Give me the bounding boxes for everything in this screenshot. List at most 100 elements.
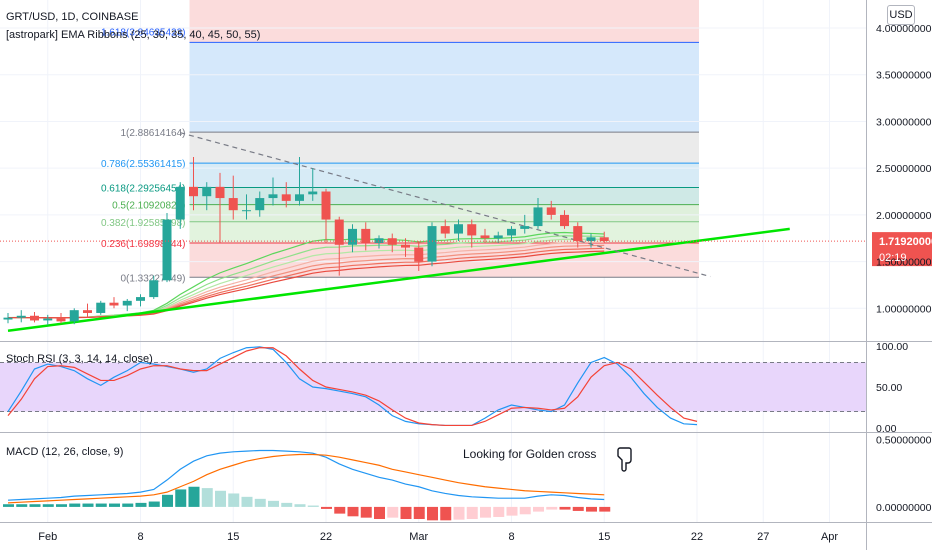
downtrend-dashed-line: [180, 132, 711, 278]
candle-body: [122, 300, 132, 306]
macd-histogram-bar: [307, 505, 319, 507]
current-price-tag: 1.71920000 02:19: [872, 233, 932, 267]
stoch-axis-label: 0.00: [876, 423, 897, 435]
macd-histogram-bar: [506, 506, 518, 516]
fib-level-label: 0.236(1.69898744): [101, 239, 186, 250]
fib-level-label: 0.382(1.92585198): [101, 218, 186, 229]
macd-histogram-bar: [254, 498, 266, 507]
time-axis-label: 15: [227, 531, 239, 543]
macd-histogram-bar: [519, 506, 531, 515]
candle-body: [573, 226, 583, 242]
fib-zone: [189, 204, 699, 222]
current-price-box: [872, 232, 932, 267]
candle-body: [533, 207, 543, 227]
macd-histogram-bar: [241, 496, 253, 507]
candle-body: [56, 318, 66, 322]
candle-body: [507, 228, 516, 236]
macd-histogram-bar: [148, 501, 160, 507]
macd-histogram-bar: [69, 503, 81, 507]
macd-histogram-bar: [453, 506, 465, 520]
candle-body: [255, 198, 265, 211]
candle-body: [334, 219, 344, 245]
macd-histogram-bar: [82, 503, 94, 507]
time-axis-label: 27: [757, 531, 769, 543]
time-axis-label: 22: [320, 531, 332, 543]
macd-histogram-bar: [56, 504, 67, 507]
stoch-rsi-legend[interactable]: Stoch RSI (3, 3, 14, 14, close): [6, 353, 153, 365]
fib-level-label: 0.786(2.55361415): [101, 159, 186, 170]
macd-histogram-bar: [347, 506, 359, 517]
time-axis-label: Apr: [821, 531, 838, 543]
fib-level-label: 1(2.88614164): [120, 128, 185, 139]
candle-body: [308, 191, 318, 195]
macd-histogram-bar: [599, 506, 611, 512]
macd-histogram-bar: [135, 502, 147, 507]
candle-body: [374, 238, 384, 243]
candle-body: [149, 280, 159, 298]
currency-badge[interactable]: USD: [887, 5, 915, 25]
macd-histogram-bar: [268, 500, 279, 507]
stoch-d-line: [7, 347, 698, 427]
macd-legend[interactable]: MACD (12, 26, close, 9): [6, 446, 124, 458]
macd-histogram-bar: [215, 490, 226, 507]
fib-zone: [189, 163, 699, 188]
candle-body: [599, 237, 609, 242]
price-axis-label: 3.00000000: [876, 116, 932, 128]
macd-histogram-bar: [3, 504, 14, 507]
current-price-value: 1.71920000: [879, 236, 932, 248]
candle-body: [83, 310, 92, 313]
time-axis-label: Feb: [38, 531, 57, 543]
candle-body: [162, 219, 172, 281]
macd-axis-label: 0.00000000: [876, 502, 932, 514]
macd-histogram-bar: [201, 488, 213, 507]
candle-body: [387, 238, 397, 245]
macd-macd-line: [7, 449, 605, 501]
stoch-k-line: [7, 346, 698, 427]
candle-body: [175, 186, 185, 220]
macd-histogram-bar: [586, 506, 597, 512]
ema-ribbons-legend[interactable]: [astropark] EMA Ribbons (25, 30, 35, 40,…: [6, 29, 261, 41]
fib-level-label: 0.618(2.29256454): [101, 184, 186, 195]
candle-body: [586, 237, 596, 242]
time-axis-label: Mar: [409, 531, 428, 543]
macd-histogram-bar: [228, 493, 240, 507]
macd-histogram-bar: [413, 506, 425, 519]
candle-body: [295, 194, 304, 201]
macd-histogram-bar: [572, 506, 584, 511]
candle-body: [546, 207, 556, 215]
macd-histogram-bar: [466, 506, 478, 519]
fib-zone-top: [189, 0, 699, 43]
macd-signal-line: [7, 453, 605, 504]
price-axis-label: 2.00000000: [876, 210, 932, 222]
candle-body: [454, 224, 463, 234]
macd-histogram-bar: [175, 489, 187, 507]
fib-zone-extension: [189, 42, 699, 133]
macd-histogram-bar: [493, 506, 505, 517]
fib-level-label: 1.618(3.84635423): [101, 27, 186, 38]
price-axis-label: 2.50000000: [876, 163, 932, 175]
macd-histogram-bar: [42, 504, 54, 507]
candle-body: [242, 210, 251, 212]
candle-body: [268, 194, 278, 199]
candle-body: [361, 228, 371, 243]
macd-axis-label: 0.50000000: [876, 435, 932, 447]
fib-zone: [189, 187, 699, 205]
macd-histogram-bar: [387, 506, 399, 518]
candle-body: [281, 194, 291, 201]
candle-body: [202, 186, 212, 197]
macd-histogram-bar: [29, 504, 41, 507]
candle-body: [480, 235, 490, 239]
price-axis-label: 3.50000000: [876, 70, 932, 82]
symbol-title[interactable]: GRT/USD, 1D, COINBASE: [6, 11, 139, 23]
candle-body: [467, 224, 477, 236]
candle-body: [69, 310, 79, 322]
macd-histogram-bar: [427, 506, 438, 521]
stoch-axis-label: 100.00: [876, 341, 908, 353]
candle-body: [189, 186, 198, 197]
macd-histogram-bar: [294, 504, 306, 507]
golden-cross-note[interactable]: Looking for Golden cross: [463, 447, 597, 461]
macd-histogram-bar: [546, 506, 558, 510]
macd-histogram-bar: [16, 504, 28, 507]
time-axis-label: 8: [508, 531, 514, 543]
